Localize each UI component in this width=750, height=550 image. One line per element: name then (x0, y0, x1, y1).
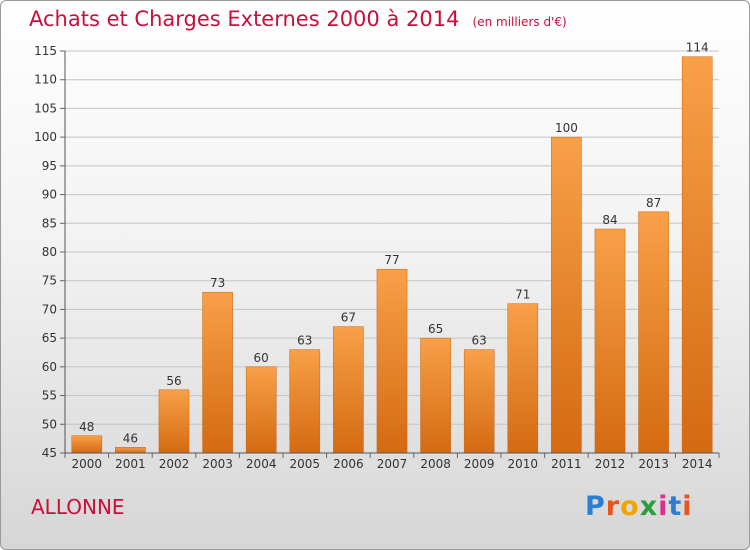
y-tick-label: 50 (42, 417, 57, 431)
bar-2002 (158, 389, 190, 454)
y-tick-label: 55 (42, 389, 57, 403)
logo-letter: P (585, 491, 606, 522)
y-tick-label: 65 (42, 331, 57, 345)
logo-letter: r (605, 491, 621, 522)
logo-letter: o (620, 491, 640, 522)
data-label: 84 (602, 213, 617, 227)
logo-letter: t (668, 491, 683, 522)
data-label: 63 (297, 334, 312, 348)
x-tick-label: 2008 (420, 457, 451, 471)
bar-2010 (507, 303, 539, 454)
data-label: 87 (646, 196, 661, 210)
bars (71, 56, 713, 454)
x-tick-label: 2006 (333, 457, 364, 471)
x-axis: 2000 2001 2002 2003 2004 2005 2006 2007 2008 2009… (64, 452, 720, 471)
y-tick-label: 70 (42, 302, 57, 316)
data-labels: 48 46 56 73 60 63 67 77 65 63 71 100 84 87 114 (79, 41, 708, 446)
x-tick-label: 2013 (638, 457, 669, 471)
bar-2014 (681, 56, 713, 454)
x-tick-label: 2010 (508, 457, 539, 471)
x-tick-label: 2007 (377, 457, 408, 471)
title-text: Achats et Charges Externes 2000 à 2014 (29, 7, 460, 31)
data-label: 73 (210, 276, 225, 290)
title-unit: (en milliers d'€) (472, 15, 567, 29)
x-tick-label: 2000 (72, 457, 103, 471)
y-tick-label: 115 (34, 44, 57, 58)
data-label: 60 (254, 351, 269, 365)
bar-2003 (202, 291, 233, 454)
bar-2013 (638, 211, 669, 454)
bar-2001 (115, 447, 146, 454)
data-label: 114 (686, 41, 709, 55)
y-tick-label: 80 (42, 245, 57, 259)
data-label: 77 (384, 253, 399, 267)
logo-letter: i (682, 491, 693, 522)
x-tick-label: 2003 (202, 457, 233, 471)
proxiti-logo[interactable]: Proxiti (585, 491, 693, 522)
x-tick-label: 2001 (115, 457, 146, 471)
data-label: 63 (472, 334, 487, 348)
bar-2008 (420, 337, 451, 454)
data-label: 67 (341, 311, 356, 325)
y-tick-label: 45 (42, 446, 57, 460)
y-tick-label: 105 (34, 101, 57, 115)
x-tick-label: 2012 (595, 457, 626, 471)
data-label: 100 (555, 121, 578, 135)
x-tick-label: 2009 (464, 457, 495, 471)
bar-2012 (594, 228, 626, 454)
y-tick-label: 90 (42, 188, 57, 202)
y-tick-label: 60 (42, 360, 57, 374)
y-tick-label: 75 (42, 274, 57, 288)
x-tick-label: 2005 (290, 457, 321, 471)
bar-2005 (289, 349, 321, 454)
chart-title: Achats et Charges Externes 2000 à 2014 (… (29, 7, 567, 31)
bar-2011 (551, 136, 582, 454)
data-label: 71 (515, 288, 530, 302)
bar-2000 (71, 435, 103, 454)
logo-letter: x (639, 491, 659, 522)
bar-2006 (333, 326, 364, 454)
bar-2009 (463, 349, 495, 454)
commune-name: ALLONNE (31, 495, 125, 519)
data-label: 46 (123, 431, 138, 445)
x-tick-label: 2002 (159, 457, 190, 471)
data-label: 48 (79, 420, 94, 434)
data-label: 56 (166, 374, 181, 388)
x-tick-label: 2004 (246, 457, 277, 471)
y-tick-label: 100 (34, 130, 57, 144)
y-tick-label: 110 (34, 73, 57, 87)
y-tick-label: 85 (42, 216, 57, 230)
y-axis: 45 50 55 60 65 70 75 80 85 90 95 100 105 110 115 (34, 44, 66, 460)
logo-letter: i (658, 491, 669, 522)
y-tick-label: 95 (42, 159, 57, 173)
bar-2007 (376, 268, 408, 454)
data-label: 65 (428, 322, 443, 336)
x-tick-label: 2014 (682, 457, 713, 471)
bar-2004 (245, 366, 277, 454)
x-tick-label: 2011 (551, 457, 582, 471)
